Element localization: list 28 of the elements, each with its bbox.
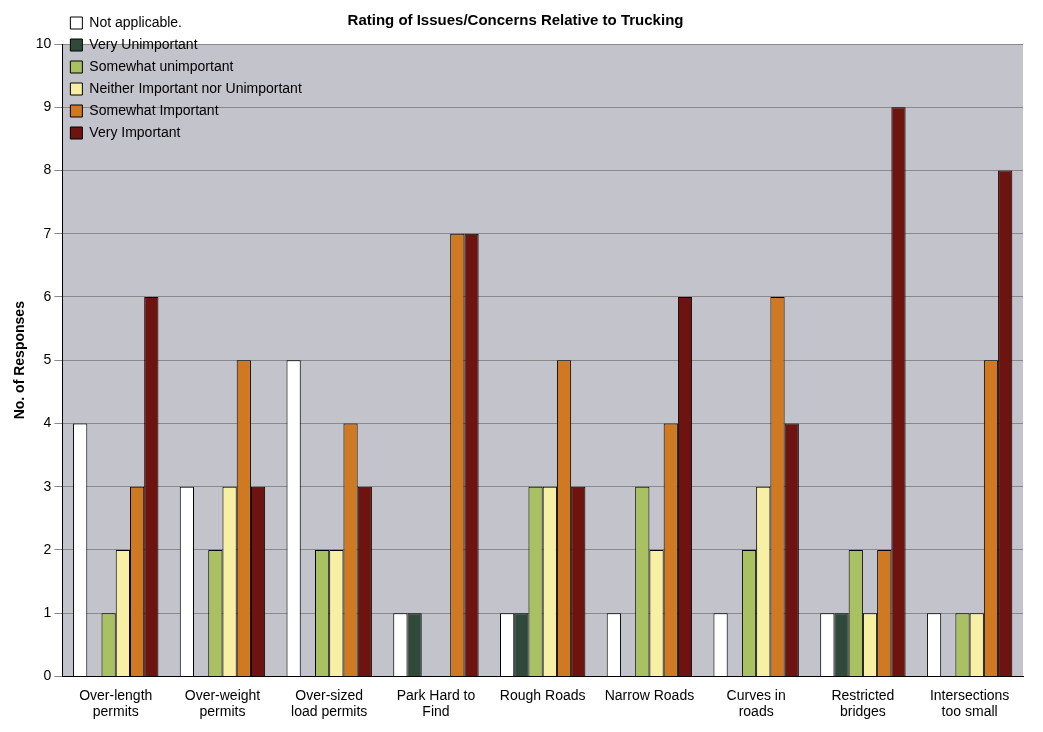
x-tick-label: Curves in roads [726,686,786,720]
legend-label: Very Important [89,123,181,140]
y-tick-label: 10 [35,34,52,51]
y-axis-title: No. of Responses [11,300,28,420]
y-tick-label: 3 [43,477,52,494]
x-tick-label: Rough Roads [499,686,586,703]
y-tick-label: 9 [43,98,52,115]
x-tick-label: Over-sized load permits [291,686,368,720]
legend-label: Somewhat Important [89,101,219,118]
y-tick-label: 8 [43,161,52,178]
y-tick-label: 4 [43,414,52,431]
x-tick-label: Narrow Roads [604,686,695,703]
y-tick-label: 1 [43,604,52,621]
legend-label: Very Unimportant [89,35,198,52]
y-tick-label: 2 [43,540,52,557]
x-tick-label: Intersections too small [929,686,1010,720]
legend-label: Neither Important nor Unimportant [89,79,302,96]
y-tick-label: 5 [43,351,52,368]
chart-title: Rating of Issues/Concerns Relative to Trucking [347,11,684,29]
x-tick-label: Restricted bridges [831,686,895,720]
y-tick-label: 6 [43,287,52,304]
legend-label: Not applicable. [89,13,182,30]
y-tick-label: 0 [43,667,52,684]
x-tick-label: Park Hard to Find [396,686,476,720]
x-tick-label: Over-length permits [79,686,153,720]
y-tick-label: 7 [43,224,52,241]
legend-label: Somewhat unimportant [89,57,234,74]
x-tick-label: Over-weight permits [184,686,261,720]
